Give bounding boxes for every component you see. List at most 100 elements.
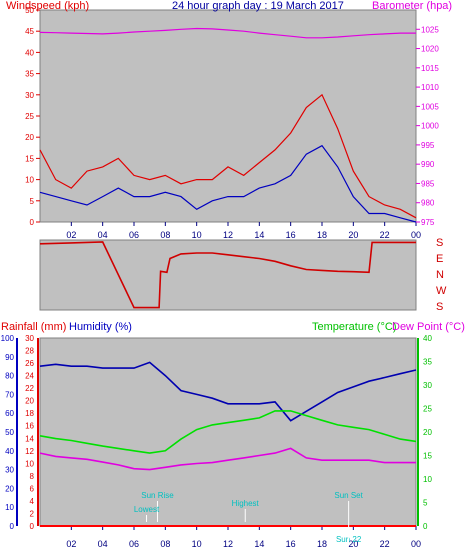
hour-label-bottom: 18 [317, 539, 327, 549]
wind-tick-label: 10 [25, 176, 34, 185]
rainfall-tick-label: 16 [25, 422, 34, 431]
climate-plot-area [39, 337, 417, 527]
wind-tick-label: 50 [25, 6, 34, 15]
humidity-tick-label: 30 [5, 466, 14, 475]
direction-plot-area [39, 239, 417, 311]
gust-series-line [39, 93, 417, 219]
wind-tick-label: 15 [25, 154, 34, 163]
barometer-tick-label: 975 [421, 218, 435, 227]
rainfall-tick-label: 20 [25, 397, 34, 406]
hour-label-top: 00 [411, 230, 421, 240]
annotation-label: Lowest [134, 505, 160, 514]
barometer-tick-label: 1015 [421, 64, 439, 73]
hour-label-bottom: 16 [286, 539, 296, 549]
humidity-tick-label: 90 [5, 353, 14, 362]
humidity-tick-label: 10 [5, 503, 14, 512]
hour-label-bottom: 22 [380, 539, 390, 549]
temperature-tick-label: 5 [423, 499, 428, 508]
wind-tick-label: 30 [25, 91, 34, 100]
humidity-tick-label: 70 [5, 390, 14, 399]
rainfall-axis-title: Rainfall (mm) [1, 321, 66, 333]
hour-label-bottom: 00 [411, 539, 421, 549]
hour-label-bottom: 08 [160, 539, 170, 549]
rainfall-tick-label: 0 [30, 522, 35, 531]
direction-label: E [436, 253, 443, 265]
temperature-tick-label: 25 [423, 405, 432, 414]
temperature-tick-label: 35 [423, 358, 432, 367]
hour-label-top: 14 [254, 230, 264, 240]
rainfall-tick-label: 14 [25, 434, 34, 443]
barometer-tick-label: 1005 [421, 102, 439, 111]
temperature-tick-label: 15 [423, 452, 432, 461]
hour-label-bottom: 04 [98, 539, 108, 549]
hour-label-bottom: 12 [223, 539, 233, 549]
humidity-tick-label: 20 [5, 484, 14, 493]
hour-label-top: 22 [380, 230, 390, 240]
barometer-axis-title: Barometer (hpa) [372, 0, 452, 12]
annotation-label: Sun Rise [141, 491, 174, 500]
humidity-axis-title: Humidity (%) [69, 321, 132, 333]
humidity-tick-label: 100 [1, 334, 15, 343]
hour-label-top: 10 [192, 230, 202, 240]
humidity-tick-label: 50 [5, 428, 14, 437]
dewpoint-axis-title: Dew Point (°C) [392, 321, 465, 333]
temperature-tick-label: 30 [423, 381, 432, 390]
humidity-tick-label: 60 [5, 409, 14, 418]
rainfall-tick-label: 10 [25, 459, 34, 468]
rainfall-tick-label: 4 [30, 497, 35, 506]
wind-tick-label: 5 [30, 197, 35, 206]
wind-plot-area [39, 9, 417, 223]
hour-label-bottom: 02 [66, 539, 76, 549]
wind-axis-title: Windspeed (kph) [6, 0, 89, 12]
humidity-tick-label: 40 [5, 447, 14, 456]
direction-label: N [436, 269, 444, 281]
rainfall-tick-label: 24 [25, 372, 34, 381]
hour-label-top: 08 [160, 230, 170, 240]
hour-label-top: 02 [66, 230, 76, 240]
direction-label: S [436, 301, 443, 313]
rainfall-tick-label: 6 [30, 484, 35, 493]
hour-label-top: 20 [348, 230, 358, 240]
wind-series-line [39, 144, 417, 223]
temperature-tick-label: 20 [423, 428, 432, 437]
barometer-tick-label: 980 [421, 199, 435, 208]
wind-tick-label: 40 [25, 48, 34, 57]
dewpoint-series-line [39, 447, 416, 471]
temperature-tick-label: 0 [423, 522, 428, 531]
hour-label-top: 16 [286, 230, 296, 240]
barometer-tick-label: 1025 [421, 25, 439, 34]
rainfall-tick-label: 12 [25, 447, 34, 456]
chart-title: 24 hour graph day : 19 March 2017 [172, 0, 344, 12]
barometer-tick-label: 995 [421, 141, 435, 150]
wind-tick-label: 45 [25, 27, 34, 36]
barometer-tick-label: 1010 [421, 83, 439, 92]
barometer-tick-label: 985 [421, 179, 435, 188]
rainfall-tick-label: 26 [25, 359, 34, 368]
hour-label-top: 18 [317, 230, 327, 240]
annotation-label: Sun Set [334, 491, 363, 500]
hour-label-top: 12 [223, 230, 233, 240]
direction-label: W [436, 285, 447, 297]
hour-label-bottom: 06 [129, 539, 139, 549]
wind-tick-label: 35 [25, 70, 34, 79]
hour-label-top: 04 [98, 230, 108, 240]
temperature-series-line [39, 410, 417, 454]
temperature-tick-label: 10 [423, 475, 432, 484]
wind-tick-label: 25 [25, 112, 34, 121]
wind-tick-label: 0 [30, 218, 35, 227]
rainfall-tick-label: 2 [30, 509, 35, 518]
direction-series-line [39, 241, 416, 309]
direction-label: S [436, 237, 443, 249]
hour-label-bottom: 10 [192, 539, 202, 549]
rainfall-tick-label: 18 [25, 409, 34, 418]
rainfall-tick-label: 30 [25, 334, 34, 343]
humidity-series-line [39, 361, 417, 422]
hour-label-bottom: 14 [254, 539, 264, 549]
barometer-series-line [39, 27, 416, 39]
barometer-tick-label: 990 [421, 160, 435, 169]
barometer-tick-label: 1020 [421, 45, 439, 54]
wind-tick-label: 20 [25, 133, 34, 142]
rainfall-tick-label: 22 [25, 384, 34, 393]
temperature-axis-title: Temperature (°C) [312, 321, 396, 333]
